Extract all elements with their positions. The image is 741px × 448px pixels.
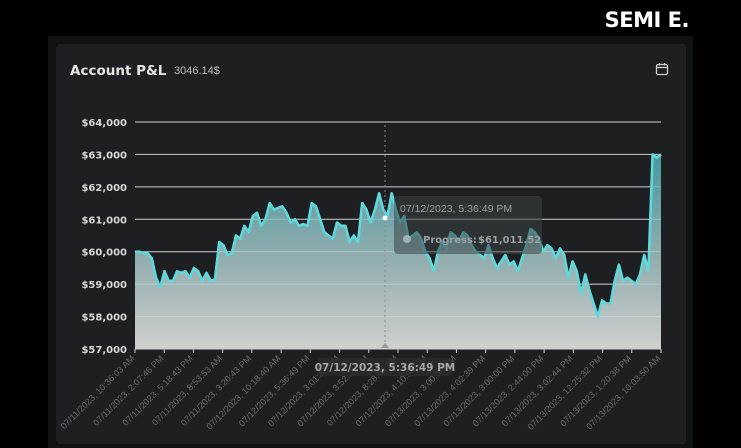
tooltip-value: $61,011.52 (478, 235, 541, 246)
y-tick-label: $61,000 (81, 215, 127, 226)
y-tick-label: $62,000 (81, 183, 127, 194)
tooltip-box (394, 196, 542, 254)
tooltip-date: 07/12/2023, 5:36:49 PM (400, 203, 512, 215)
crosshair-label-box (318, 358, 452, 376)
calendar-icon[interactable] (655, 62, 669, 76)
tooltip-series-dot (403, 235, 411, 243)
y-tick-label: $60,000 (81, 248, 127, 259)
tooltip-label: Progress: (423, 235, 477, 246)
hover-point (382, 215, 388, 221)
y-tick-label: $57,000 (81, 345, 127, 356)
crosshair-x-label: 07/12/2023, 5:36:49 PM (315, 362, 456, 374)
y-tick-label: $63,000 (81, 150, 127, 161)
y-tick-label: $59,000 (81, 280, 127, 291)
y-tick-label: $64,000 (81, 118, 127, 129)
chart-title: Account P&L (70, 63, 167, 79)
y-tick-label: $58,000 (81, 313, 127, 324)
pnl-value: 3046.14$ (174, 65, 220, 77)
crosshair-marker (381, 343, 389, 348)
brand-logo: SEMI E. (604, 8, 690, 32)
